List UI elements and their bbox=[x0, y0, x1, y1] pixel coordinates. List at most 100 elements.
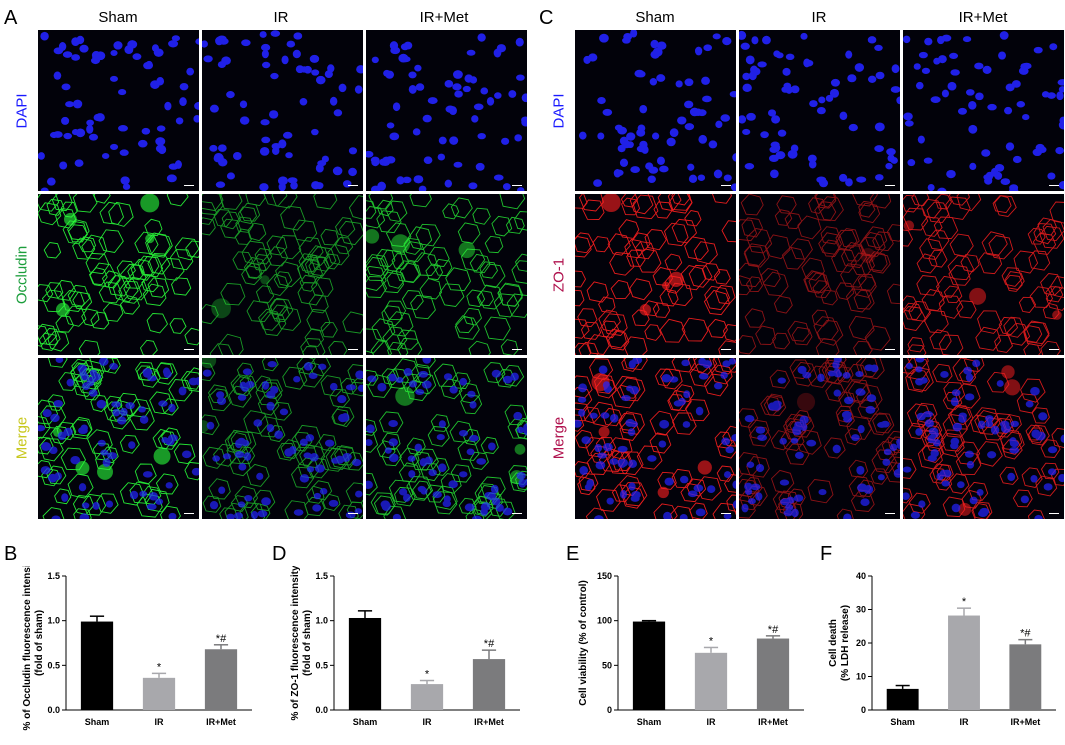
panel-c-column-ir-met: IR+Met bbox=[958, 9, 1008, 26]
panel-letter-d: D bbox=[272, 543, 287, 565]
micrograph-a-nuclei-1 bbox=[38, 30, 199, 191]
panel-a-column-ir: IR bbox=[273, 9, 289, 26]
micrograph-a-merge-1 bbox=[38, 358, 199, 519]
chart-e-ylabel: Cell viability (% of control) bbox=[578, 580, 589, 706]
scale-bar bbox=[348, 185, 358, 186]
chart-b-xtick-label-3: IR+Met bbox=[206, 717, 236, 727]
scale-bar bbox=[885, 349, 895, 350]
micrograph-c-membrane-1 bbox=[575, 194, 736, 355]
panel-letter-a: A bbox=[4, 7, 18, 29]
chart-f-bar-3 bbox=[1009, 644, 1042, 710]
chart-d-ytick-label: 0.0 bbox=[315, 705, 328, 715]
chart-f-xtick-label-1: Sham bbox=[890, 717, 915, 727]
panel-a-column-ir-met: IR+Met bbox=[419, 9, 469, 26]
scale-bar bbox=[348, 349, 358, 350]
micrograph-a-membrane-2 bbox=[202, 194, 363, 355]
chart-f-ytick-label: 20 bbox=[856, 638, 866, 648]
micrograph-c-nuclei-1 bbox=[575, 30, 736, 191]
chart-b-bar-2 bbox=[142, 677, 176, 710]
panel-a-column-sham: Sham bbox=[98, 9, 138, 26]
chart-d-bar-2 bbox=[410, 684, 444, 710]
panel-c-row-label-merge: Merge bbox=[550, 416, 568, 460]
micrograph-c-membrane-2 bbox=[739, 194, 900, 355]
chart-e-bar-3 bbox=[756, 638, 790, 710]
scale-bar bbox=[184, 513, 194, 514]
panel-a-micrograph-grid bbox=[38, 30, 527, 519]
scale-bar bbox=[721, 185, 731, 186]
scale-bar bbox=[721, 349, 731, 350]
scale-bar bbox=[512, 349, 522, 350]
chart-d: % of ZO-1 fluorescence intensity(fold of… bbox=[288, 565, 528, 740]
chart-e-significance-3: *# bbox=[768, 624, 779, 636]
micrograph-a-membrane-3 bbox=[366, 194, 527, 355]
micrograph-c-merge-1 bbox=[575, 358, 736, 519]
panel-c-row-label-dapi: DAPI bbox=[550, 93, 568, 129]
chart-f-bar-2 bbox=[948, 615, 980, 710]
chart-d-significance-3: *# bbox=[484, 638, 495, 650]
chart-f-ytick-label: 40 bbox=[856, 571, 866, 581]
chart-d-ylabel: % of ZO-1 fluorescence intensity(fold of… bbox=[290, 566, 313, 721]
scale-bar bbox=[721, 513, 731, 514]
chart-f-ytick-label: 30 bbox=[856, 605, 866, 615]
chart-d-xtick-label-2: IR bbox=[423, 717, 433, 727]
panel-a-row-label-occludin: Occludin bbox=[13, 245, 31, 305]
scale-bar bbox=[1049, 349, 1059, 350]
micrograph-c-nuclei-2 bbox=[739, 30, 900, 191]
scale-bar bbox=[184, 185, 194, 186]
chart-e: Cell viability (% of control) 0 50 100 150 Sh… bbox=[572, 566, 812, 740]
chart-e-xtick-label-2: IR bbox=[707, 717, 717, 727]
chart-f-xtick-label-3: IR+Met bbox=[1010, 717, 1040, 727]
micrograph-a-membrane-1 bbox=[38, 194, 199, 355]
chart-b: % of Occludin fluorescence intensity(fol… bbox=[20, 555, 260, 740]
chart-b-ytick-label: 0.0 bbox=[47, 705, 60, 715]
panel-c-column-sham: Sham bbox=[635, 9, 675, 26]
chart-d-xtick-label-3: IR+Met bbox=[474, 717, 504, 727]
chart-e-ytick-label: 150 bbox=[597, 571, 612, 581]
chart-e-xtick-label-3: IR+Met bbox=[758, 717, 788, 727]
panel-letter-f: F bbox=[820, 543, 833, 565]
panel-letter-b: B bbox=[4, 543, 18, 565]
micrograph-c-membrane-3 bbox=[903, 194, 1064, 355]
chart-d-ytick-label: 1.5 bbox=[315, 571, 328, 581]
chart-d-bar-1 bbox=[348, 617, 382, 710]
micrograph-c-nuclei-3 bbox=[903, 30, 1064, 191]
chart-b-bar-1 bbox=[80, 621, 114, 710]
scale-bar bbox=[1049, 513, 1059, 514]
micrograph-a-nuclei-2 bbox=[202, 30, 363, 191]
panel-c-row-label-zo1: ZO-1 bbox=[550, 257, 568, 293]
chart-e-significance-2: * bbox=[709, 635, 714, 647]
panel-c-micrograph-grid bbox=[575, 30, 1064, 519]
chart-b-ytick-label: 1.5 bbox=[47, 571, 60, 581]
chart-e-ytick-label: 50 bbox=[602, 660, 612, 670]
chart-f-significance-3: *# bbox=[1020, 628, 1031, 640]
chart-b-xtick-label-2: IR bbox=[155, 717, 165, 727]
panel-a-row-label-merge: Merge bbox=[13, 416, 31, 460]
scale-bar bbox=[512, 513, 522, 514]
scale-bar bbox=[184, 349, 194, 350]
chart-e-bar-2 bbox=[694, 652, 728, 710]
chart-d-significance-2: * bbox=[425, 669, 430, 681]
scale-bar bbox=[885, 513, 895, 514]
chart-f-xtick-label-2: IR bbox=[960, 717, 970, 727]
chart-b-xtick-label-1: Sham bbox=[85, 717, 110, 727]
chart-d-ytick-label: 1.0 bbox=[315, 616, 328, 626]
panel-a-row-label-dapi: DAPI bbox=[13, 93, 31, 129]
chart-b-significance-3: *# bbox=[216, 633, 227, 645]
scale-bar bbox=[348, 513, 358, 514]
chart-b-significance-2: * bbox=[157, 661, 162, 673]
chart-b-bar-3 bbox=[204, 649, 238, 710]
panel-c-column-ir: IR bbox=[811, 9, 827, 26]
scale-bar bbox=[512, 185, 522, 186]
chart-f: Cell death(% LDH release) 0 10 20 30 40 Sham * I… bbox=[826, 566, 1064, 740]
chart-f-significance-2: * bbox=[962, 596, 967, 608]
chart-e-bar-1 bbox=[632, 621, 666, 710]
micrograph-a-nuclei-3 bbox=[366, 30, 527, 191]
chart-b-ytick-label: 0.5 bbox=[47, 660, 60, 670]
chart-e-ytick-label: 100 bbox=[597, 616, 612, 626]
chart-e-ytick-label: 0 bbox=[607, 705, 612, 715]
chart-b-ytick-label: 1.0 bbox=[47, 616, 60, 626]
panel-letter-c: C bbox=[539, 7, 554, 29]
scale-bar bbox=[885, 185, 895, 186]
chart-e-xtick-label-1: Sham bbox=[637, 717, 662, 727]
chart-f-ylabel: Cell death(% LDH release) bbox=[828, 605, 851, 681]
